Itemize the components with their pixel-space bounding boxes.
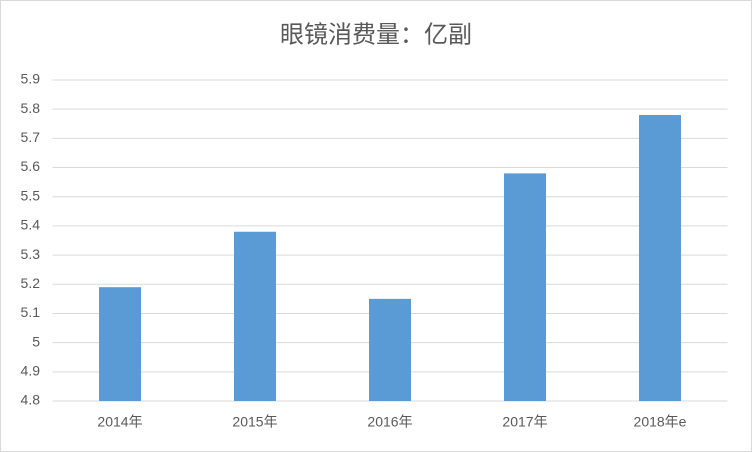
x-tick-label: 2018年e — [634, 414, 687, 430]
y-tick-label: 4.8 — [21, 392, 41, 408]
y-tick-label: 5.5 — [21, 187, 41, 203]
bar — [369, 298, 411, 401]
bar — [234, 231, 276, 401]
chart-title: 眼镜消费量：亿副 — [280, 21, 472, 48]
x-tick-label: 2016年 — [367, 414, 412, 430]
x-tick-label: 2017年 — [502, 414, 547, 430]
y-tick-label: 5 — [32, 333, 40, 349]
y-tick-label: 5.4 — [21, 217, 41, 233]
y-tick-label: 5.6 — [21, 158, 41, 174]
y-tick-label: 5.7 — [21, 129, 41, 145]
bar — [99, 287, 141, 401]
y-tick-label: 5.9 — [21, 71, 41, 87]
bar — [504, 173, 546, 401]
bar — [639, 115, 681, 401]
y-tick-label: 5.3 — [21, 246, 41, 262]
y-tick-label: 5.1 — [21, 304, 41, 320]
x-tick-label: 2015年 — [232, 414, 277, 430]
x-tick-label: 2014年 — [97, 414, 142, 430]
y-tick-label: 4.9 — [21, 363, 41, 379]
y-tick-label: 5.2 — [21, 275, 41, 291]
y-tick-label: 5.8 — [21, 100, 41, 116]
